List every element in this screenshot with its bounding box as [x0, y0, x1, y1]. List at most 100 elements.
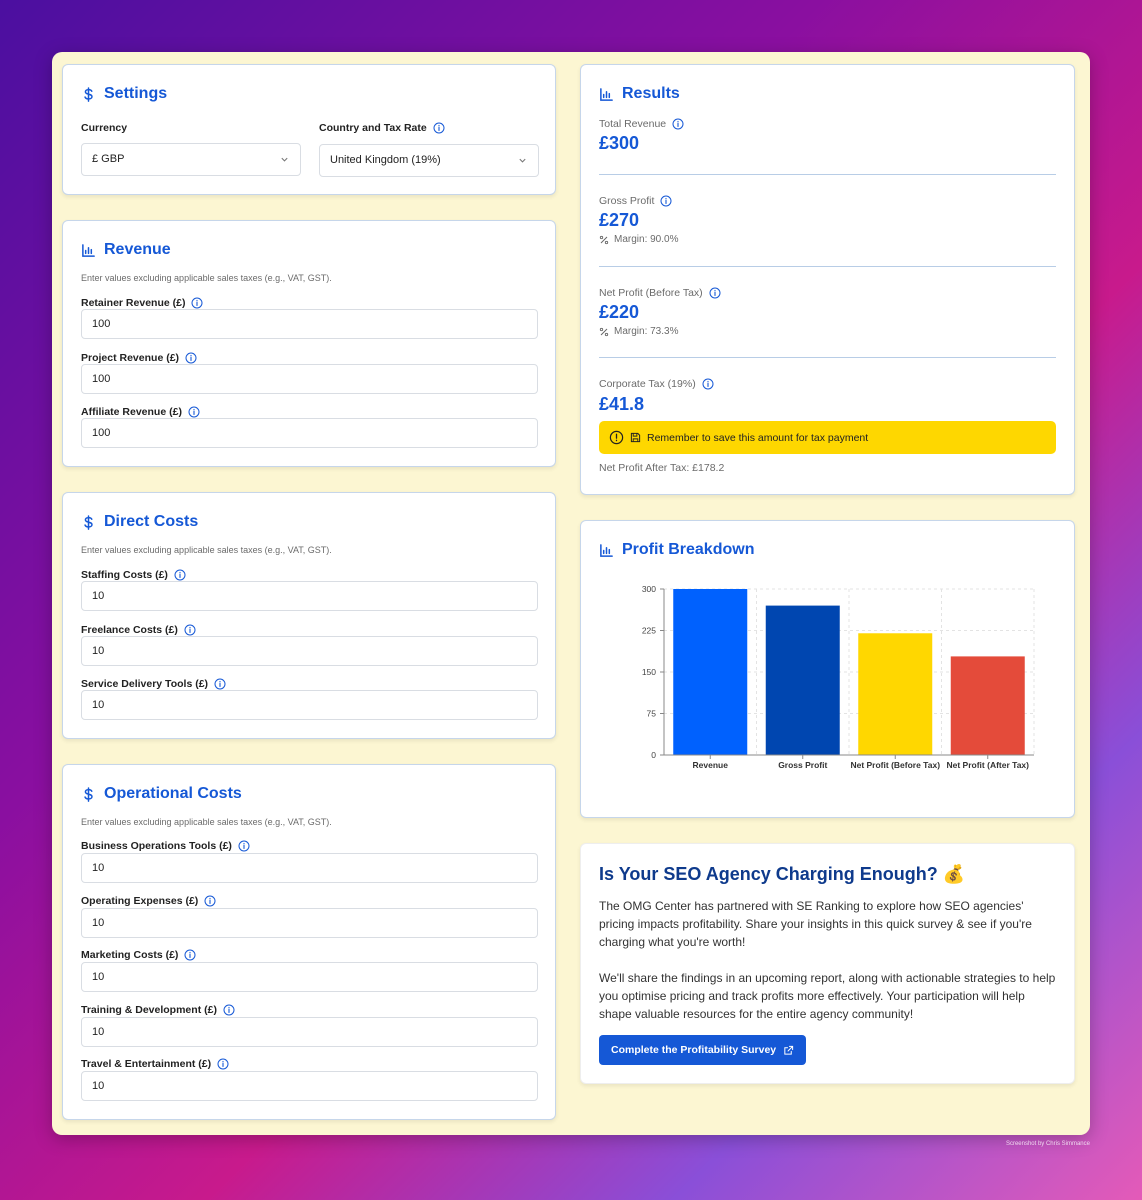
training-development-label: Training & Development (£) — [81, 1004, 235, 1016]
corp-tax-label: Corporate Tax (19%) — [599, 378, 714, 390]
direct-costs-title: Direct Costs — [81, 513, 198, 531]
x-tick-label: Net Profit (After Tax) — [947, 760, 1030, 770]
operational-costs-title: Operational Costs — [81, 785, 242, 803]
profit-breakdown-title: Profit Breakdown — [599, 541, 754, 559]
info-icon[interactable] — [660, 195, 672, 207]
total-revenue-value: £300 — [599, 133, 640, 153]
revenue-hint: Enter values excluding applicable sales … — [81, 273, 332, 283]
field-label-text: Marketing Costs (£) — [81, 949, 179, 961]
info-icon[interactable] — [184, 624, 196, 636]
info-icon[interactable] — [191, 297, 203, 309]
affiliate-revenue-input[interactable]: 100 — [81, 418, 538, 448]
field-label-text: Project Revenue (£) — [81, 352, 180, 364]
x-tick-label: Gross Profit — [778, 760, 827, 770]
service-delivery-tools-input[interactable]: 10 — [81, 690, 538, 720]
gross-margin-text: Margin: 90.0% — [614, 234, 679, 245]
info-icon[interactable] — [672, 118, 684, 130]
field-label-text: Travel & Entertainment (£) — [81, 1058, 212, 1070]
country-label: Country and Tax Rate — [319, 122, 445, 134]
percent-icon — [599, 327, 609, 336]
complete-survey-button-label: Complete the Profitability Survey — [611, 1044, 777, 1056]
bar-gross-profit[interactable] — [765, 605, 840, 755]
settings-title: Settings — [81, 85, 167, 103]
project-revenue-input[interactable]: 100 — [81, 364, 538, 394]
country-select-value: United Kingdom (19%) — [330, 154, 441, 166]
freelance-costs-input[interactable]: 10 — [81, 636, 538, 666]
training-development-input[interactable]: 10 — [81, 1017, 538, 1047]
survey-paragraph-2: We'll share the findings in an upcoming … — [599, 971, 1056, 1021]
direct-costs-hint: Enter values excluding applicable sales … — [81, 545, 332, 555]
dollar-icon — [84, 86, 93, 102]
info-icon[interactable] — [174, 569, 186, 581]
gross-margin: Margin: 90.0% — [599, 234, 678, 245]
settings-card: Settings Currency £ GBP Country and Tax … — [62, 64, 556, 195]
travel-entertainment-input[interactable]: 10 — [81, 1071, 538, 1101]
info-icon[interactable] — [217, 1058, 229, 1070]
bar-net-profit-before-tax[interactable] — [858, 633, 933, 755]
currency-label-text: Currency — [81, 122, 128, 134]
gross-profit-label: Gross Profit — [599, 195, 672, 207]
field-label-text: Operating Expenses (£) — [81, 895, 199, 907]
external-link-icon — [784, 1045, 794, 1055]
total-revenue-label-text: Total Revenue — [599, 118, 667, 130]
bar-chart-icon — [600, 87, 613, 101]
operational-costs-card: Operational Costs Enter values excluding… — [62, 764, 556, 1120]
info-icon[interactable] — [238, 840, 250, 852]
retainer-revenue-label: Retainer Revenue (£) — [81, 297, 203, 309]
revenue-title-text: Revenue — [104, 241, 171, 258]
tax-alert-text: Remember to save this amount for tax pay… — [647, 431, 869, 444]
direct-costs-title-text: Direct Costs — [104, 513, 199, 530]
operating-expenses-input[interactable]: 10 — [81, 908, 538, 938]
gross-profit-label-text: Gross Profit — [599, 195, 655, 207]
divider — [599, 357, 1056, 358]
complete-survey-button[interactable]: Complete the Profitability Survey — [599, 1035, 807, 1065]
tax-alert: Remember to save this amount for tax pay… — [599, 421, 1056, 454]
direct-costs-card: Direct Costs Enter values excluding appl… — [62, 492, 556, 739]
settings-title-text: Settings — [104, 85, 168, 102]
alert-circle-icon — [609, 430, 624, 445]
retainer-revenue-input[interactable]: 100 — [81, 309, 538, 339]
bar-net-profit-after-tax[interactable] — [950, 656, 1025, 755]
operating-expenses-label: Operating Expenses (£) — [81, 895, 216, 907]
net-margin: Margin: 73.3% — [599, 326, 678, 337]
info-icon[interactable] — [214, 678, 226, 690]
currency-select[interactable]: £ GBP — [81, 143, 301, 176]
info-icon[interactable] — [188, 406, 200, 418]
info-icon[interactable] — [433, 122, 445, 134]
profit-breakdown-card: Profit Breakdown 0 75 150 225 300 Revenue Gros… — [580, 520, 1075, 818]
field-label-text: Service Delivery Tools (£) — [81, 678, 209, 690]
corp-tax-label-text: Corporate Tax (19%) — [599, 378, 696, 390]
service-delivery-tools-label: Service Delivery Tools (£) — [81, 678, 226, 690]
info-icon[interactable] — [184, 949, 196, 961]
bar-revenue[interactable] — [673, 589, 748, 755]
chevron-down-icon — [519, 158, 526, 163]
country-select[interactable]: United Kingdom (19%) — [319, 144, 539, 177]
field-label-text: Affiliate Revenue (£) — [81, 406, 182, 418]
currency-label: Currency — [81, 122, 127, 134]
results-card: Results Total Revenue £300 Gross Profit … — [580, 64, 1075, 495]
survey-paragraph-1: The OMG Center has partnered with SE Ran… — [599, 899, 1032, 949]
info-icon[interactable] — [709, 287, 721, 299]
corp-tax-value: £41.8 — [599, 394, 645, 414]
bar-chart-icon — [82, 243, 95, 257]
info-icon[interactable] — [185, 352, 197, 364]
project-revenue-label: Project Revenue (£) — [81, 352, 197, 364]
marketing-costs-input[interactable]: 10 — [81, 962, 538, 992]
net-profit-label: Net Profit (Before Tax) — [599, 287, 721, 299]
info-icon[interactable] — [223, 1004, 235, 1016]
staffing-costs-input[interactable]: 10 — [81, 581, 538, 611]
affiliate-revenue-label: Affiliate Revenue (£) — [81, 406, 200, 418]
business-operations-tools-label: Business Operations Tools (£) — [81, 840, 250, 852]
bar-chart-icon — [600, 543, 613, 557]
y-tick-label: 300 — [642, 584, 656, 594]
info-icon[interactable] — [702, 378, 714, 390]
screenshot-credit: Screenshot by Chris Simmance — [1005, 1141, 1090, 1147]
percent-icon — [599, 235, 609, 244]
dollar-icon — [84, 786, 93, 802]
marketing-costs-label: Marketing Costs (£) — [81, 949, 196, 961]
field-label-text: Freelance Costs (£) — [81, 624, 178, 636]
y-tick-label: 0 — [651, 750, 656, 760]
business-operations-tools-input[interactable]: 10 — [81, 853, 538, 883]
field-label-text: Retainer Revenue (£) — [81, 297, 186, 309]
info-icon[interactable] — [204, 895, 216, 907]
